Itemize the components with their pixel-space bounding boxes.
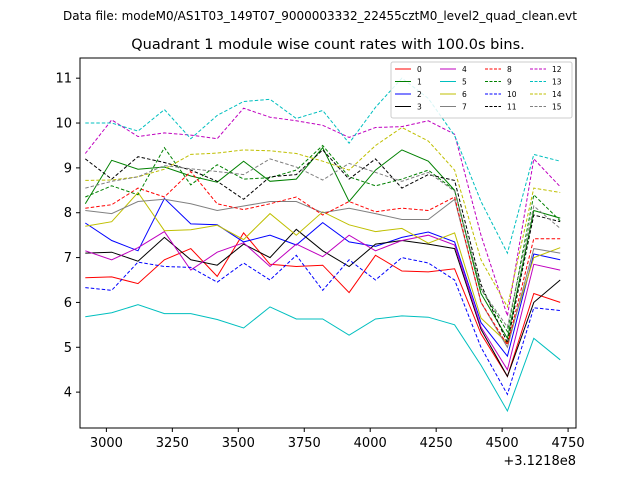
series-5-line: [85, 304, 561, 413]
legend-label-8: 8: [507, 65, 512, 74]
legend-label-7: 7: [462, 102, 467, 111]
x-tick-label: 3500: [222, 436, 255, 451]
x-tick-label: 4750: [552, 436, 585, 451]
y-tick-label: 10: [55, 117, 72, 132]
x-tick-label: 3000: [90, 436, 123, 451]
y-tick-label: 5: [64, 341, 72, 356]
legend-label-2: 2: [417, 90, 422, 99]
y-tick-label: 8: [64, 206, 72, 221]
y-tick-label: 9: [64, 161, 72, 176]
legend-label-13: 13: [552, 77, 562, 86]
legend-label-9: 9: [507, 77, 512, 86]
series-8-line: [85, 170, 561, 347]
legend-label-10: 10: [507, 90, 517, 99]
series-6-line: [85, 191, 561, 344]
legend-box: [390, 61, 573, 119]
series-2-line: [85, 197, 561, 358]
x-tick-label: 4500: [486, 436, 519, 451]
x-tick-label: 4000: [354, 436, 387, 451]
chart-title: Quadrant 1 module wise count rates with …: [131, 37, 525, 53]
x-offset-label: +3.1218e8: [503, 454, 576, 469]
axes-layer: 3000 3250 3500 3750 4000 4250 4500 4750 4 5 6 7 8 9 10…: [55, 72, 584, 451]
suptitle: Data file: modeM0/AS1T03_149T07_90000033…: [63, 9, 577, 23]
series-10-line: [85, 254, 561, 396]
x-tick-label: 3750: [288, 436, 321, 451]
y-tick-label: 6: [64, 296, 72, 311]
legend-label-15: 15: [552, 102, 562, 111]
series-15-line: [85, 158, 561, 329]
y-tick-label: 11: [55, 72, 72, 87]
series-4-line: [85, 230, 561, 371]
y-tick-label: 7: [64, 251, 72, 266]
series-14-line: [85, 126, 561, 309]
x-tick-label: 3250: [156, 436, 189, 451]
legend-label-6: 6: [462, 90, 467, 99]
series-0-line: [85, 232, 561, 378]
legend-label-11: 11: [507, 102, 517, 111]
legend-label-4: 4: [462, 65, 467, 74]
legend-label-0: 0: [417, 65, 422, 74]
series-7-line: [85, 198, 561, 349]
x-tick-label: 4250: [420, 436, 453, 451]
legend-label-12: 12: [552, 65, 562, 74]
series-1-line: [84, 146, 561, 340]
series-11-line: [84, 149, 561, 345]
legend-label-3: 3: [417, 102, 422, 111]
legend-label-1: 1: [417, 77, 422, 86]
legend-label-5: 5: [462, 77, 467, 86]
series-12-line: [84, 107, 561, 317]
y-tick-label: 4: [64, 386, 72, 401]
plot-frame: [79, 57, 577, 429]
plot-area: [80, 58, 576, 428]
series-layer: [84, 77, 561, 413]
legend-label-14: 14: [552, 90, 562, 99]
series-3-line: [85, 228, 561, 378]
